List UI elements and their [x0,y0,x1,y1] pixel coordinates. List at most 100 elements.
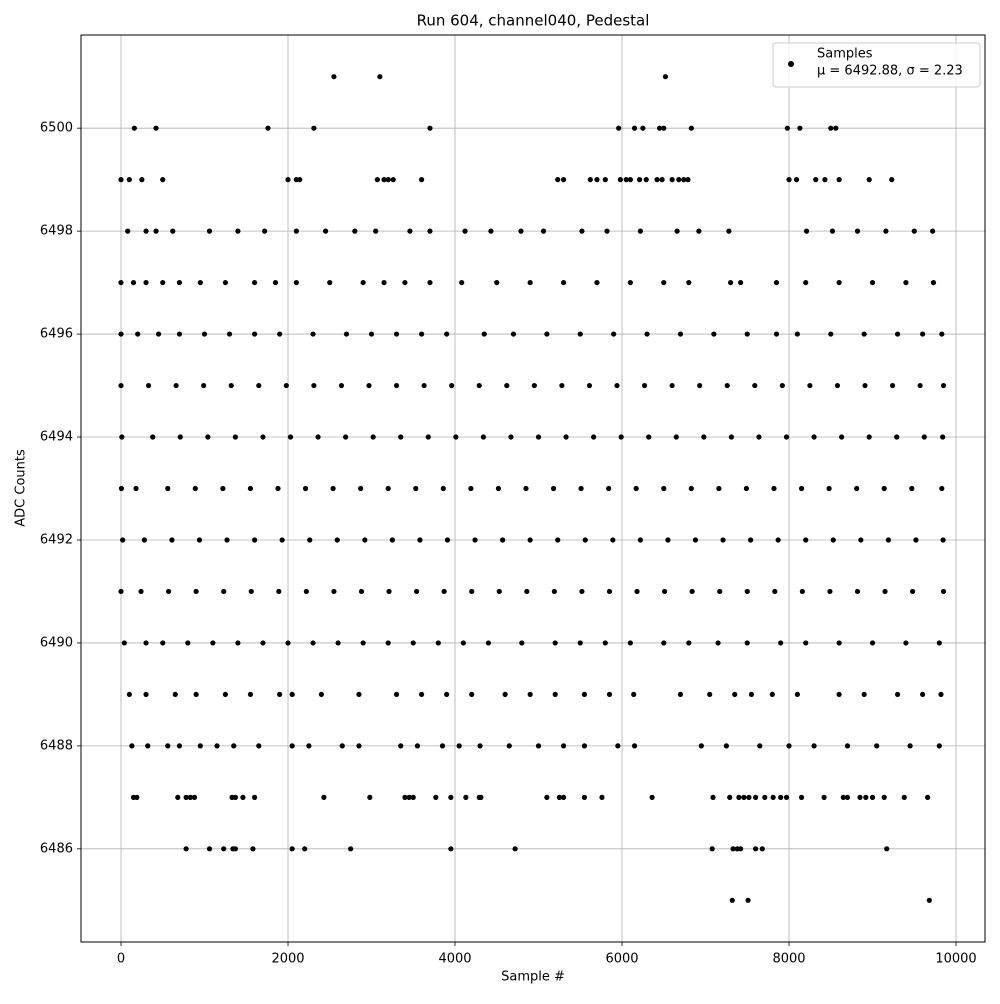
data-point [330,485,336,492]
data-point [939,485,945,492]
data-point [302,485,309,492]
data-point [786,177,792,183]
x-tick-label: 4000 [438,952,471,967]
data-point [228,382,234,389]
data-point [656,125,663,131]
data-point [322,228,329,234]
data-point [331,588,337,595]
data-point [594,177,600,183]
data-point [414,743,421,749]
x-tick-label: 6000 [605,952,638,967]
data-point [277,691,283,698]
data-point [681,177,687,183]
data-point [602,177,608,183]
data-point [352,228,358,234]
data-point [433,794,439,800]
data-point [883,228,889,234]
data-point [783,434,790,440]
data-point [145,743,151,749]
data-point [502,691,508,698]
y-tick-label: 6492 [40,532,73,547]
data-point [854,485,860,492]
data-point [277,331,283,337]
data-point [120,537,126,543]
data-point [427,228,433,234]
data-point [165,588,172,595]
data-point [293,228,299,234]
data-point [285,177,291,183]
data-point [633,485,639,492]
data-point [469,588,475,595]
data-point [854,228,861,234]
data-point [803,279,809,286]
data-point [462,228,468,234]
data-point [811,743,817,749]
data-point [398,743,404,749]
data-point [160,177,166,183]
data-point [519,640,525,646]
data-point [821,794,827,800]
data-point [913,537,919,543]
data-point [884,846,890,852]
data-point [730,846,736,852]
data-point [331,74,337,80]
x-tick-label: 2000 [271,952,304,967]
data-point [118,382,124,389]
data-point [206,228,213,234]
data-point [874,743,880,749]
data-point [627,177,633,183]
data-point [544,794,550,800]
data-point [481,331,487,337]
data-point [444,331,450,337]
data-point [577,640,583,646]
data-point [623,177,629,183]
data-point [869,279,876,286]
data-point [247,691,254,698]
data-point [631,743,638,749]
data-point [757,743,763,749]
data-point [833,125,839,131]
data-point [448,846,454,852]
legend-label: Samples [817,47,873,62]
data-point [889,177,895,183]
data-point [121,640,127,646]
data-point [540,228,547,234]
data-point [737,846,744,852]
data-point [685,177,691,183]
data-point [527,691,533,698]
data-point [398,434,404,440]
data-point [674,228,680,234]
data-point [602,640,608,646]
data-point [744,640,750,646]
data-point [910,588,916,595]
data-point [165,485,171,492]
data-point [118,331,124,337]
data-point [193,691,199,698]
data-point [343,434,349,440]
data-point [921,434,927,440]
data-point [881,794,887,800]
data-point [500,537,506,543]
data-point [512,846,518,852]
data-point [131,125,137,131]
data-point [279,537,285,543]
data-point [126,691,132,698]
data-point [909,485,915,492]
data-point [463,794,469,800]
x-tick-label: 8000 [772,952,805,967]
data-point [118,588,124,595]
data-point [385,640,391,646]
data-point [318,691,325,698]
data-point [581,794,588,800]
data-point [560,743,567,749]
data-point [175,794,181,800]
data-point [881,485,887,492]
data-point [390,177,396,183]
data-point [643,177,649,183]
data-point [762,794,768,800]
data-point [644,331,650,337]
data-point [752,382,758,389]
data-point [665,537,671,543]
data-point [169,537,175,543]
data-point [869,640,876,646]
